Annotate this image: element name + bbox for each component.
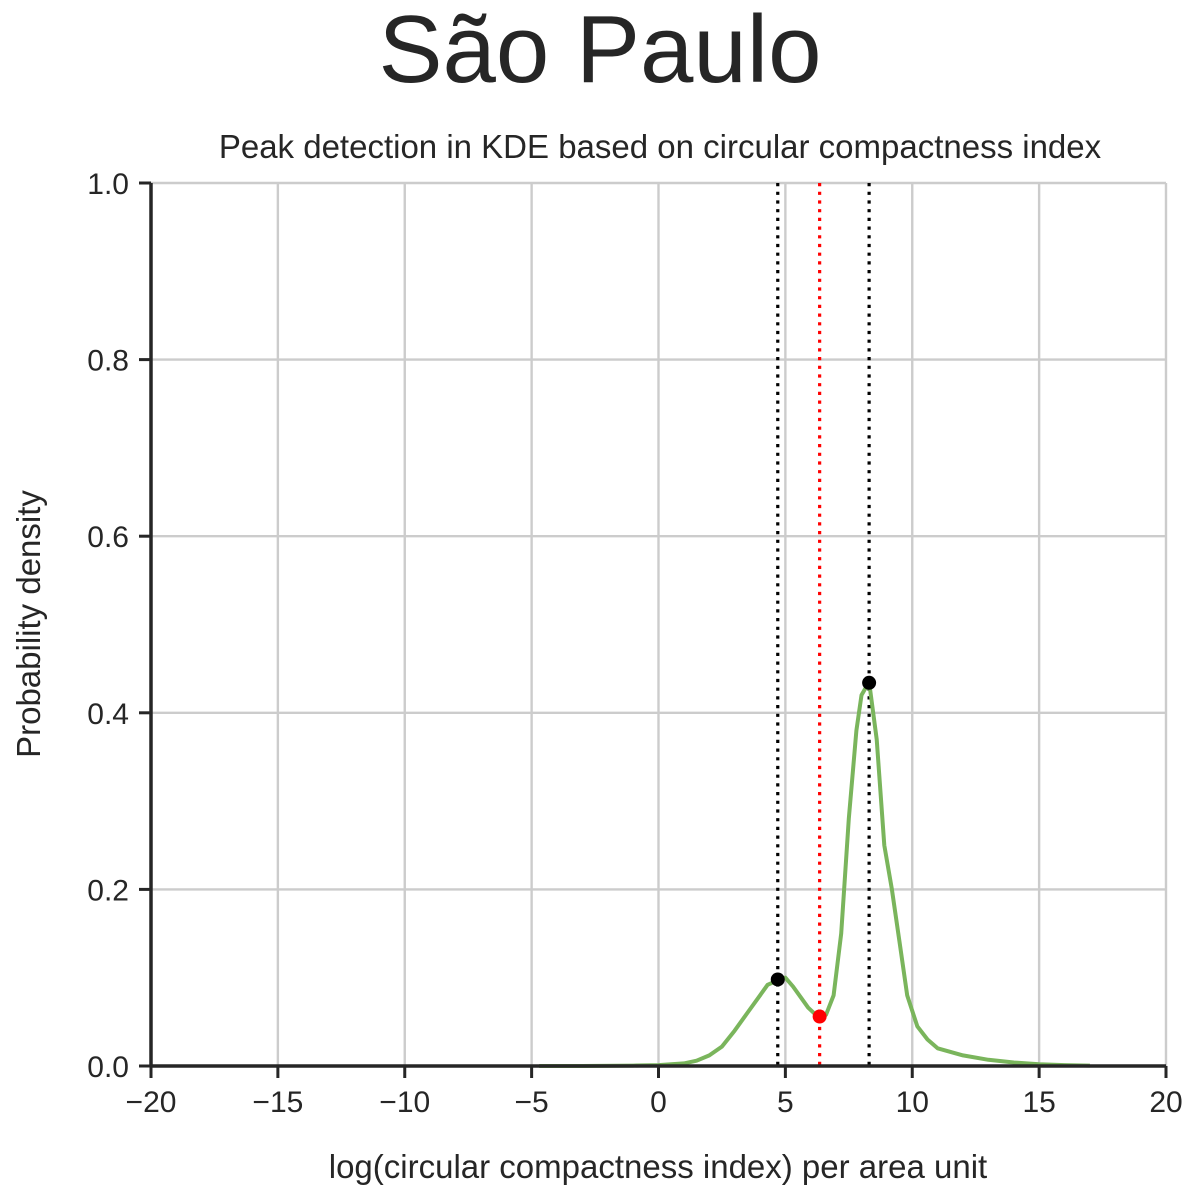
y-tick-label: 0.8 [87,345,129,378]
grid [149,181,1168,1068]
x-tick-label: 15 [1022,1086,1055,1119]
peak-points [770,675,877,1024]
marker-lines [776,183,871,1066]
series-lines [539,679,1090,1068]
y-axis-label: Probability density [10,490,47,758]
x-tick-label: 5 [777,1086,794,1119]
y-tick-label: 0.6 [87,521,129,554]
x-tick-label: −10 [379,1086,430,1119]
x-tick-label: −5 [515,1086,549,1119]
y-tick-label: 0.2 [87,874,129,907]
x-tick-label: 10 [896,1086,929,1119]
kde-curve [539,679,1090,1068]
figure-suptitle: São Paulo [378,0,821,103]
chart-title: Peak detection in KDE based on circular … [219,128,1102,165]
x-tick-label: 20 [1149,1086,1182,1119]
peak-point [862,675,877,690]
x-tick-label: −15 [252,1086,303,1119]
peak-point [770,972,785,987]
y-tick-label: 0.0 [87,1051,129,1084]
valley-point [812,1009,827,1024]
x-tick-label: 0 [650,1086,667,1119]
y-tick-label: 1.0 [87,168,129,201]
y-tick-label: 0.4 [87,698,129,731]
x-tick-label: −20 [126,1086,177,1119]
axes: −20 −15 −10 −5 0 5 10 15 20 0.0 0.2 0.4 0.6 0.8 1.0 [87,168,1182,1119]
x-axis-label: log(circular compactness index) per area… [329,1148,987,1185]
